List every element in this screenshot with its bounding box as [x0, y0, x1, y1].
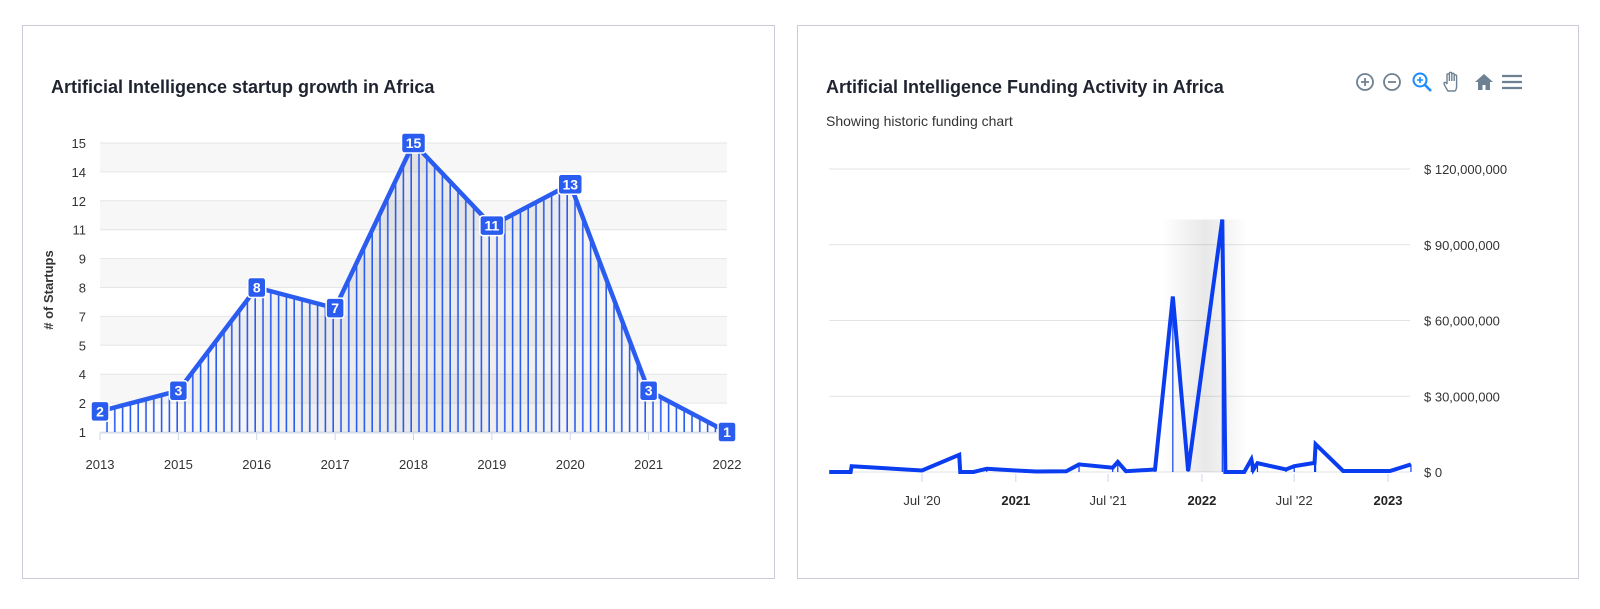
y-tick-label: $ 90,000,000 — [1424, 238, 1500, 253]
x-tick-label: 2016 — [242, 457, 271, 472]
y-tick-label: 12 — [72, 194, 86, 209]
data-label-text: 13 — [562, 176, 578, 192]
right-grid-and-y-axis: $ 0 $ 30,000,000 $ 60,000,000 $ 90,000,000 $… — [829, 162, 1507, 480]
data-label-box — [479, 214, 505, 237]
left-x-axis: 2013 2015 2016 2017 2018 2019 2020 2021 2022 — [86, 432, 742, 472]
area-fill — [100, 143, 727, 432]
selection-zoom-button[interactable] — [1411, 71, 1433, 93]
x-tick-label: 2020 — [556, 457, 585, 472]
data-label-box — [325, 297, 345, 319]
menu-button[interactable] — [1501, 71, 1523, 93]
left-area-series — [99, 140, 729, 434]
y-tick-label: 15 — [72, 136, 86, 151]
data-label: 3 — [638, 379, 659, 402]
data-label-text: 8 — [253, 280, 261, 296]
right-line-series — [829, 219, 1412, 475]
y-tick-label: 7 — [79, 309, 86, 324]
left-data-labels: 2 3 8 7 15 11 13 3 1 — [90, 132, 737, 443]
y-tick-label: 5 — [79, 338, 86, 353]
x-tick-label: Jul '21 — [1090, 493, 1127, 508]
y-tick-label: 11 — [73, 223, 87, 238]
data-label-box — [168, 379, 189, 402]
data-label-box — [557, 173, 583, 196]
data-label-box — [400, 132, 427, 154]
x-tick-label: 2023 — [1374, 493, 1403, 508]
data-label: 2 — [90, 400, 110, 423]
y-tick-label: 9 — [79, 252, 86, 267]
reset-zoom-button[interactable] — [1473, 71, 1495, 93]
left-chart-title: Artificial Intelligence startup growth i… — [51, 77, 435, 97]
data-label: 8 — [247, 276, 267, 299]
zoom-out-icon — [1383, 73, 1401, 91]
data-label-box — [717, 421, 737, 443]
y-tick-label: $ 0 — [1424, 465, 1442, 480]
right-chart-subtitle: Showing historic funding chart — [826, 113, 1013, 129]
menu-icon — [1502, 74, 1522, 90]
y-tick-label: 4 — [79, 367, 86, 382]
data-label-text: 2 — [96, 403, 104, 419]
x-tick-label: Jul '22 — [1276, 493, 1313, 508]
data-label: 13 — [557, 173, 583, 196]
left-y-axis-title: # of Startups — [41, 250, 56, 329]
data-label-text: 15 — [406, 135, 422, 151]
data-label: 3 — [168, 379, 189, 402]
x-tick-label: 2018 — [399, 457, 428, 472]
x-tick-label: 2021 — [1001, 493, 1030, 508]
right-x-axis: Jul '20 2021 Jul '21 2022 Jul '22 2023 — [903, 474, 1402, 508]
data-label: 7 — [325, 297, 345, 319]
data-label-box — [247, 276, 267, 299]
home-reset-icon — [1475, 74, 1493, 90]
x-tick-label: 2013 — [86, 457, 115, 472]
zoom-out-button[interactable] — [1381, 71, 1403, 93]
y-tick-label: $ 120,000,000 — [1424, 162, 1507, 177]
data-label-text: 3 — [645, 383, 653, 399]
y-tick-label: $ 30,000,000 — [1424, 389, 1500, 404]
right-chart-title: Artificial Intelligence Funding Activity… — [826, 77, 1225, 97]
y-tick-label: 2 — [79, 396, 86, 411]
y-tick-label: 14 — [72, 165, 86, 180]
x-tick-label: Jul '20 — [903, 493, 940, 508]
x-tick-label: 2017 — [321, 457, 350, 472]
zoom-in-button[interactable] — [1354, 71, 1376, 93]
x-tick-label: 2022 — [1187, 493, 1216, 508]
x-tick-label: 2022 — [713, 457, 742, 472]
x-tick-label: 2021 — [634, 457, 663, 472]
zoom-in-icon — [1356, 73, 1374, 91]
y-tick-label: $ 60,000,000 — [1424, 314, 1500, 329]
data-label-box — [90, 400, 110, 423]
data-label: 11 — [479, 214, 505, 237]
pan-button[interactable] — [1442, 71, 1464, 93]
y-tick-label: 8 — [79, 281, 86, 296]
data-label-text: 7 — [331, 300, 339, 316]
y-tick-label: 1 — [79, 425, 86, 440]
data-label: 1 — [717, 421, 737, 443]
series-line — [829, 219, 1412, 475]
data-label-box — [638, 379, 659, 402]
pan-hand-icon — [1443, 71, 1458, 92]
x-tick-label: 2015 — [164, 457, 193, 472]
data-label-text: 11 — [484, 218, 499, 234]
data-label-text: 3 — [174, 383, 182, 399]
x-tick-label: 2019 — [477, 457, 506, 472]
data-label-text: 1 — [723, 424, 731, 440]
data-label: 15 — [400, 132, 427, 154]
selection-zoom-icon — [1412, 72, 1432, 92]
